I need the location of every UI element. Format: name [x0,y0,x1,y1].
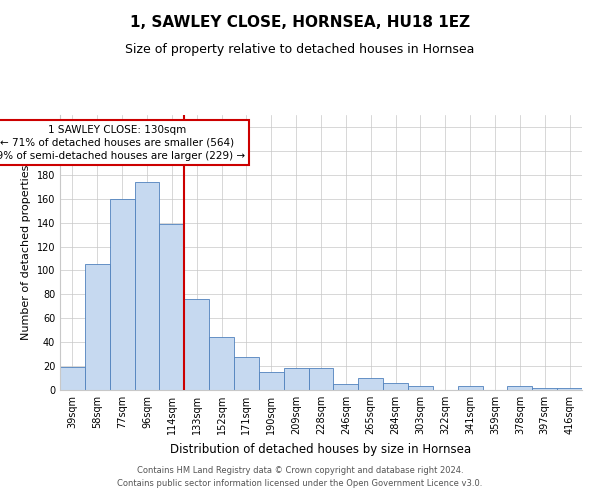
Bar [184,299,209,390]
Bar [334,384,358,390]
Bar [408,386,433,390]
Bar [110,198,134,390]
Bar [284,368,308,390]
Bar [160,224,184,390]
Bar [383,383,408,390]
Y-axis label: Number of detached properties: Number of detached properties [21,165,31,340]
Bar [234,356,259,390]
Bar [85,264,110,390]
Text: 1 SAWLEY CLOSE: 130sqm
← 71% of detached houses are smaller (564)
29% of semi-de: 1 SAWLEY CLOSE: 130sqm ← 71% of detached… [0,124,245,161]
Bar [532,388,557,390]
Bar [308,368,334,390]
Bar [209,338,234,390]
X-axis label: Distribution of detached houses by size in Hornsea: Distribution of detached houses by size … [170,442,472,456]
Bar [358,378,383,390]
Text: Size of property relative to detached houses in Hornsea: Size of property relative to detached ho… [125,42,475,56]
Bar [134,182,160,390]
Bar [557,388,582,390]
Bar [259,372,284,390]
Text: Contains HM Land Registry data © Crown copyright and database right 2024.
Contai: Contains HM Land Registry data © Crown c… [118,466,482,487]
Bar [508,386,532,390]
Bar [60,368,85,390]
Bar [458,386,482,390]
Text: 1, SAWLEY CLOSE, HORNSEA, HU18 1EZ: 1, SAWLEY CLOSE, HORNSEA, HU18 1EZ [130,15,470,30]
